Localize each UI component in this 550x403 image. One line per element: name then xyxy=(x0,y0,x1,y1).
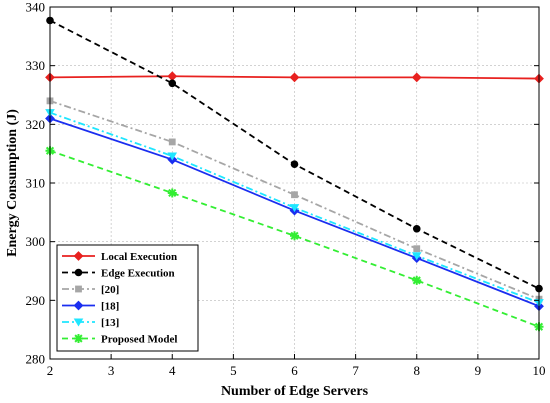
x-tick-label: 7 xyxy=(352,363,359,378)
legend-item: Proposed Model xyxy=(62,334,178,346)
legend-label: Local Execution xyxy=(101,251,177,263)
legend-marker xyxy=(74,334,83,343)
legend-marker xyxy=(73,300,84,311)
legend-label: [20] xyxy=(101,284,119,296)
series-4 xyxy=(45,109,544,308)
series-line xyxy=(49,100,540,300)
series-layer xyxy=(45,16,544,332)
data-point xyxy=(167,71,178,82)
legend-marker xyxy=(75,285,82,293)
x-tick-label: 2 xyxy=(47,363,54,378)
legend-item: [20] xyxy=(62,284,119,296)
series-5 xyxy=(45,146,544,332)
legend: Local Execution Edge Execution [20] [18] [13… xyxy=(56,244,199,352)
data-point xyxy=(167,152,178,161)
legend-label: [13] xyxy=(101,317,119,329)
x-tick-label: 9 xyxy=(475,363,482,378)
legend-label: Proposed Model xyxy=(101,334,178,346)
series-line xyxy=(49,149,540,328)
y-tick-label: 280 xyxy=(26,352,46,367)
x-axis-title: Number of Edge Servers xyxy=(221,384,369,399)
y-tick-label: 310 xyxy=(26,176,46,191)
y-tick-label: 320 xyxy=(26,117,46,132)
legend-marker xyxy=(74,268,83,277)
series-0 xyxy=(45,71,544,84)
legend-item: Local Execution xyxy=(62,251,177,263)
x-tick-label: 6 xyxy=(291,363,298,378)
legend-item: Edge Execution xyxy=(62,268,175,280)
x-tick-label: 8 xyxy=(414,363,421,378)
y-tick-label: 340 xyxy=(26,0,46,15)
series-line xyxy=(49,111,540,304)
x-tick-label: 5 xyxy=(230,363,237,378)
data-point xyxy=(290,160,299,169)
data-point xyxy=(289,204,300,213)
data-point xyxy=(168,138,176,146)
legend-item: [18] xyxy=(62,301,119,313)
y-tick-label: 330 xyxy=(26,58,46,73)
data-point xyxy=(168,79,177,88)
legend-label: Edge Execution xyxy=(101,268,175,280)
data-point xyxy=(411,72,422,83)
x-tick-label: 10 xyxy=(533,363,546,378)
data-point xyxy=(411,252,422,261)
legend-label: [18] xyxy=(101,301,119,313)
data-point xyxy=(412,275,422,285)
legend-marker xyxy=(73,251,84,261)
legend-item: [13] xyxy=(62,317,119,329)
x-tick-label: 3 xyxy=(108,363,115,378)
data-point xyxy=(291,191,298,199)
data-point xyxy=(413,245,421,253)
data-point xyxy=(290,231,299,241)
y-axis-title: Energy Consumption (J) xyxy=(5,109,20,257)
data-point xyxy=(412,224,421,233)
series-1 xyxy=(46,16,543,293)
legend-box xyxy=(56,244,199,352)
legend-marker xyxy=(73,318,84,327)
y-tick-label: 300 xyxy=(26,234,46,249)
data-point xyxy=(167,188,177,198)
y-tick-label: 290 xyxy=(26,293,46,308)
x-tick-label: 4 xyxy=(169,363,176,378)
data-point xyxy=(289,72,300,83)
ticks: 2 3 4 5 6 7 8 9 10 280 290 300 310 320 330 340 xyxy=(26,0,546,378)
